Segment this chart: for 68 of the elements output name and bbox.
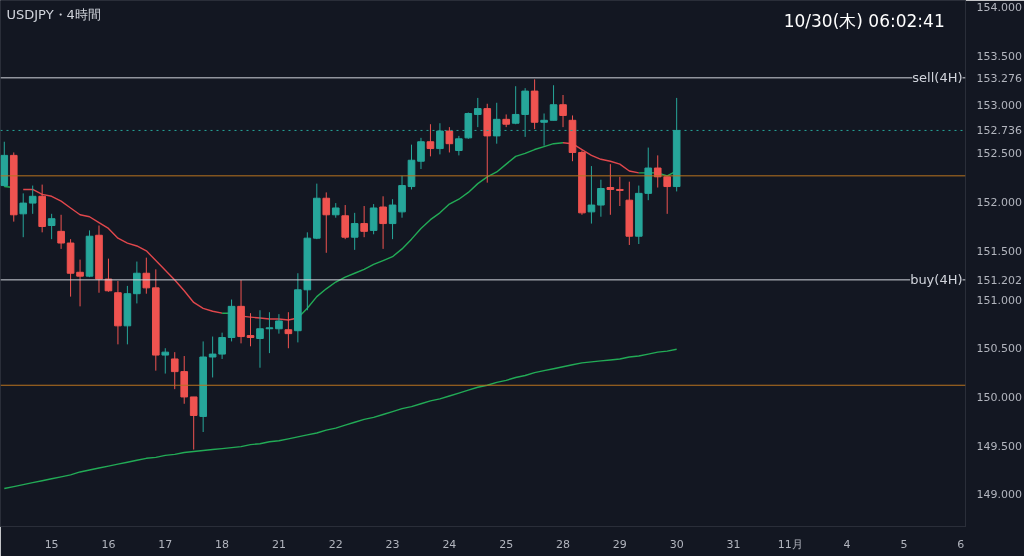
candlestick (426, 123, 435, 157)
candlestick (559, 94, 567, 128)
candlestick (606, 163, 615, 216)
candlestick (142, 257, 151, 295)
x-tick-label: 21 (271, 537, 286, 551)
candlestick (587, 165, 596, 225)
candlestick (218, 332, 226, 360)
candlestick (57, 214, 65, 250)
ref-line-label: sell(4H) (912, 70, 963, 86)
candlestick (161, 347, 170, 375)
y-tick-label: 153.276 (976, 71, 1022, 85)
x-tick-label: 15 (44, 537, 59, 551)
x-tick-label: 22 (328, 537, 343, 551)
text: 10/30(木) 06:02:41 (783, 10, 945, 31)
x-tick-label: 5 (900, 537, 908, 551)
candlestick (284, 311, 293, 349)
candlestick (653, 154, 662, 189)
y-tick-label: 152.500 (976, 147, 1022, 161)
candlestick (341, 204, 350, 240)
x-tick-label: 28 (556, 537, 571, 551)
text: USDJPY・4時間 (6, 6, 101, 22)
y-tick-label: 152.000 (976, 196, 1022, 210)
candlestick (133, 261, 141, 304)
candlestick (189, 396, 198, 451)
x-tick-label: 4 (843, 537, 851, 551)
candlestick (549, 84, 558, 121)
y-tick-label: 152.736 (976, 124, 1022, 138)
y-tick-label: 150.000 (976, 390, 1022, 404)
x-tick-label: 30 (669, 537, 684, 551)
candlestick (663, 176, 672, 215)
ref-line-label: buy(4H) (910, 272, 963, 288)
x-tick-label: 24 (442, 537, 457, 551)
candlestick (360, 205, 368, 238)
y-tick-label: 149.500 (976, 439, 1022, 453)
y-tick-label: 149.000 (976, 488, 1022, 502)
x-tick-label: 16 (101, 537, 116, 551)
x-tick-label: 29 (612, 537, 627, 551)
candlestick (379, 195, 387, 250)
candlestick (19, 192, 28, 238)
candlestick (597, 179, 605, 218)
candlestick (616, 176, 624, 207)
candlestick (417, 137, 425, 170)
x-tick-label: 25 (499, 537, 514, 551)
x-tick-label: 6 (957, 537, 965, 551)
candlestick (369, 203, 378, 235)
y-tick-label: 151.500 (976, 244, 1022, 258)
line-series (3, 348, 678, 490)
y-tick-label: 153.000 (976, 98, 1022, 112)
y-tick-label: 154.000 (976, 1, 1022, 15)
candlestick (47, 213, 56, 240)
candlestick (445, 126, 454, 153)
candlestick (455, 135, 463, 156)
candlestick (246, 312, 255, 347)
candlestick (322, 191, 331, 254)
x-tick-label: 11月 (777, 537, 803, 551)
x-tick-label: 18 (215, 537, 230, 551)
candlestick (28, 185, 37, 215)
x-tick-label: 17 (158, 537, 173, 551)
x-tick-label: 31 (726, 537, 741, 551)
y-tick-label: 153.500 (976, 50, 1022, 64)
candlestick (350, 212, 359, 251)
y-tick-label: 151.202 (976, 273, 1022, 287)
candlestick (275, 313, 283, 335)
candlestick (208, 336, 217, 378)
y-tick-label: 150.500 (976, 342, 1022, 356)
y-tick-label: 151.000 (976, 293, 1022, 307)
x-tick-label: 23 (385, 537, 400, 551)
candlestick (473, 97, 482, 128)
